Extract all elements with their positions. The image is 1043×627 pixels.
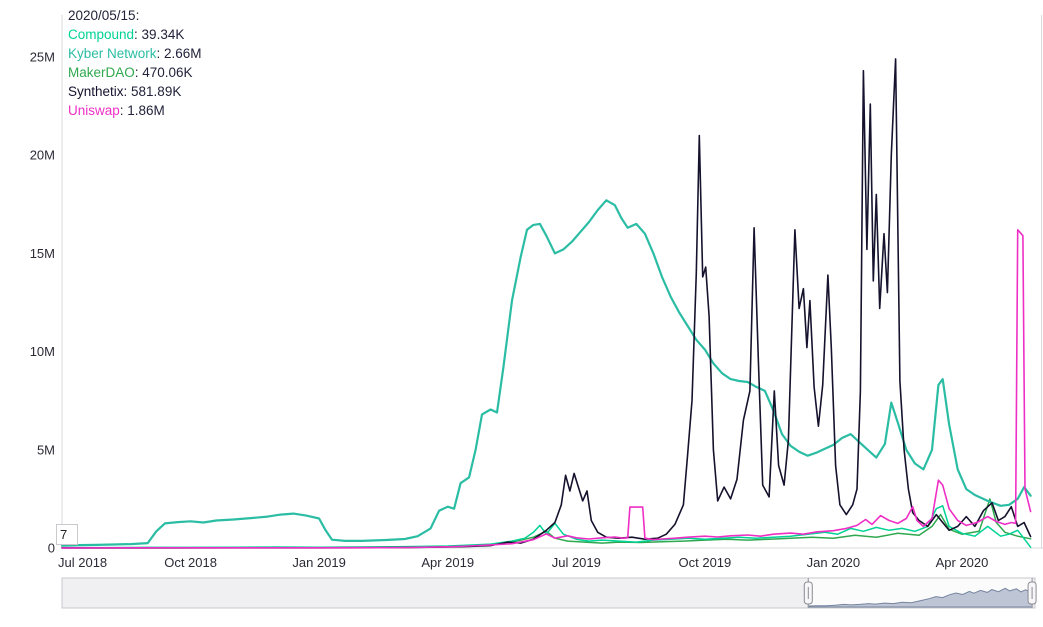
- y-axis-label: 20M: [30, 148, 55, 163]
- tooltip-series-value: : 581.89K: [123, 84, 182, 99]
- series-line-synthetix[interactable]: [61, 58, 1032, 549]
- tooltip-entry: Compound: 39.34K: [68, 25, 202, 44]
- x-axis-label: Jan 2019: [292, 555, 346, 570]
- series-line-kyber-network[interactable]: [60, 199, 1032, 547]
- x-axis-label: Jan 2020: [807, 555, 861, 570]
- x-axis-label: Jul 2019: [552, 555, 601, 570]
- x-axis-label: Oct 2019: [679, 555, 732, 570]
- series-line-compound[interactable]: [61, 505, 1032, 549]
- tooltip-series-name: MakerDAO: [68, 65, 135, 80]
- tooltip-entry: Synthetix: 581.89K: [68, 82, 202, 101]
- tooltip-entry: Uniswap: 1.86M: [68, 101, 202, 120]
- tooltip-series-name: Uniswap: [68, 103, 120, 118]
- tooltip-series-value: : 39.34K: [134, 27, 185, 42]
- hover-tooltip: 2020/05/15: Compound: 39.34K Kyber Networ…: [68, 6, 202, 120]
- tooltip-entry: Kyber Network: 2.66M: [68, 44, 202, 63]
- y-axis-label: 5M: [37, 442, 55, 457]
- y-axis-label: 0: [48, 541, 55, 556]
- range-navigator[interactable]: [61, 577, 1037, 609]
- y-axis-label: 25M: [30, 49, 55, 64]
- tooltip-series-name: Synthetix: [68, 84, 124, 99]
- x-axis-label: Apr 2019: [421, 555, 474, 570]
- tooltip-date: 2020/05/15:: [68, 8, 140, 23]
- tooltip-series-value: : 1.86M: [119, 103, 165, 118]
- x-axis-label: Oct 2018: [164, 555, 217, 570]
- tooltip-series-name: Compound: [68, 27, 135, 42]
- tooltip-series-name: Kyber Network: [68, 46, 157, 61]
- tooltip-series-value: : 470.06K: [134, 65, 193, 80]
- y-axis-label: 10M: [30, 344, 55, 359]
- x-axis-label: Jul 2018: [58, 555, 107, 570]
- navigator-mini-area-chart: [807, 587, 1033, 608]
- y-axis-label: 15M: [30, 246, 55, 261]
- tooltip-series-value: : 2.66M: [156, 46, 202, 61]
- series-group: [60, 58, 1032, 549]
- tooltip-entries: Compound: 39.34K Kyber Network: 2.66M Make…: [68, 25, 202, 120]
- x-axis-label: Apr 2020: [936, 555, 989, 570]
- axis-labels-group: 0 5M 10M 15M 20M 25M Jul 2018 Oct 2018 Jan 2019 A…: [30, 49, 989, 570]
- series-line-uniswap[interactable]: [61, 229, 1032, 549]
- tooltip-entry: MakerDAO: 470.06K: [68, 63, 202, 82]
- y-axis-current-marker: 7: [56, 524, 78, 545]
- series-line-makerdao[interactable]: [61, 498, 1032, 549]
